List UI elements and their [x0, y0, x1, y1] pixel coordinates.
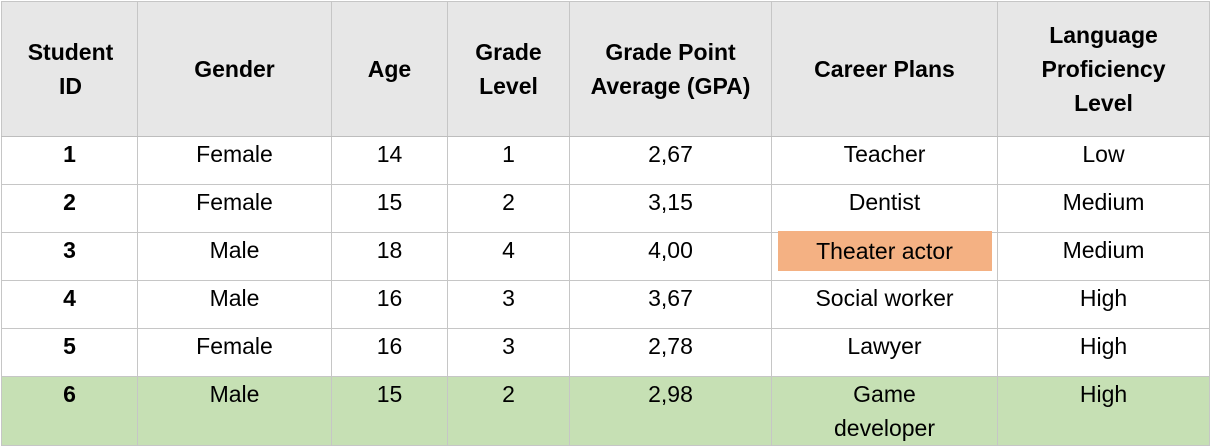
table-row: 3 Male 18 4 4,00 Theater actor Medium	[1, 231, 1210, 281]
header-student-id: Student ID	[1, 1, 138, 137]
cell-gender: Male	[137, 280, 332, 329]
cell-age: 14	[331, 136, 448, 185]
cell-career-plans: Teacher	[771, 136, 998, 185]
cell-career-plans: Dentist	[771, 184, 998, 233]
highlighted-career-plan: Theater actor	[777, 231, 992, 271]
header-career-plans: Career Plans	[771, 1, 998, 137]
cell-gpa: 2,78	[569, 328, 772, 377]
header-language-proficiency: Language Proficiency Level	[997, 1, 1210, 137]
table-row: 4 Male 16 3 3,67 Social worker High	[1, 280, 1210, 329]
cell-language-proficiency: Low	[997, 136, 1210, 185]
cell-grade-level: 4	[447, 232, 570, 281]
cell-language-proficiency: High	[997, 328, 1210, 377]
table-row: 2 Female 15 2 3,15 Dentist Medium	[1, 184, 1210, 233]
cell-language-proficiency: High	[997, 280, 1210, 329]
cell-student-id: 6	[1, 376, 138, 446]
cell-career-plans: Game developer	[771, 376, 998, 446]
cell-student-id: 5	[1, 328, 138, 377]
cell-gpa: 3,67	[569, 280, 772, 329]
cell-gender: Female	[137, 136, 332, 185]
cell-student-id: 4	[1, 280, 138, 329]
header-gender: Gender	[137, 1, 332, 137]
cell-student-id: 2	[1, 184, 138, 233]
cell-student-id: 3	[1, 232, 138, 281]
cell-gpa: 2,98	[569, 376, 772, 446]
cell-grade-level: 3	[447, 328, 570, 377]
cell-age: 16	[331, 280, 448, 329]
cell-career-plans: Theater actor	[771, 231, 998, 281]
cell-gender: Male	[137, 376, 332, 446]
cell-student-id: 1	[1, 136, 138, 185]
cell-gpa: 2,67	[569, 136, 772, 185]
header-grade-level: Grade Level	[447, 1, 570, 137]
cell-age: 18	[331, 232, 448, 281]
cell-gender: Female	[137, 328, 332, 377]
cell-gpa: 4,00	[569, 232, 772, 281]
cell-grade-level: 3	[447, 280, 570, 329]
cell-age: 15	[331, 184, 448, 233]
header-age: Age	[331, 1, 448, 137]
cell-age: 15	[331, 376, 448, 446]
cell-gender: Male	[137, 232, 332, 281]
cell-grade-level: 1	[447, 136, 570, 185]
header-row: Student ID Gender Age Grade Level Grade …	[1, 1, 1210, 137]
cell-language-proficiency: Medium	[997, 232, 1210, 281]
cell-gpa: 3,15	[569, 184, 772, 233]
cell-age: 16	[331, 328, 448, 377]
cell-gender: Female	[137, 184, 332, 233]
table-row: 5 Female 16 3 2,78 Lawyer High	[1, 328, 1210, 377]
cell-career-plans: Social worker	[771, 280, 998, 329]
cell-language-proficiency: Medium	[997, 184, 1210, 233]
header-gpa: Grade Point Average (GPA)	[569, 1, 772, 137]
cell-language-proficiency: High	[997, 376, 1210, 446]
cell-career-plans: Lawyer	[771, 328, 998, 377]
cell-grade-level: 2	[447, 376, 570, 446]
cell-grade-level: 2	[447, 184, 570, 233]
table-row-highlighted: 6 Male 15 2 2,98 Game developer High	[1, 376, 1210, 446]
table-row: 1 Female 14 1 2,67 Teacher Low	[1, 136, 1210, 185]
